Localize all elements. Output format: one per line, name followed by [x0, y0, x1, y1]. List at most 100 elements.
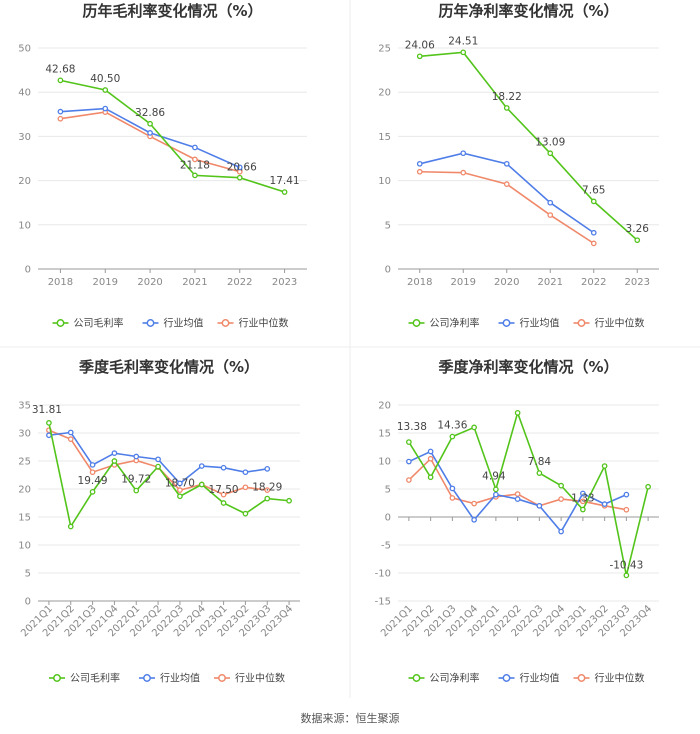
data-point-industry_median — [427, 455, 434, 462]
data-point-company — [547, 150, 554, 157]
series-line-company — [48, 422, 290, 529]
y-tick-label: 20 — [18, 176, 31, 187]
x-tick-label: 2018 — [48, 277, 73, 288]
y-tick-label: -10 — [375, 569, 391, 580]
data-point-industry_avg — [198, 463, 205, 469]
data-point-company — [281, 189, 288, 195]
legend-label: 公司净利率 — [430, 672, 480, 685]
data-point-industry_median — [192, 156, 198, 163]
data-point-company — [147, 120, 153, 127]
chart-title: 季度净利率变化情况（%） — [438, 358, 618, 376]
data-point-company — [264, 495, 271, 502]
data-label: 18.70 — [165, 477, 195, 489]
data-point-industry_avg — [264, 465, 271, 472]
data-point-industry_median — [406, 477, 412, 483]
x-tick-label: 2022 — [227, 277, 252, 288]
data-point-company — [67, 523, 74, 530]
data-point-company — [590, 198, 597, 205]
data-point-industry_median — [514, 491, 521, 497]
data-point-industry_avg — [580, 490, 586, 497]
data-point-company — [286, 497, 292, 504]
y-tick-label: 25 — [378, 44, 391, 55]
data-label: 17.50 — [209, 484, 239, 496]
data-label: 24.51 — [448, 35, 478, 47]
legend-marker-industry_avg — [502, 319, 511, 327]
data-label: 7.65 — [582, 184, 605, 196]
data-point-industry_avg — [242, 469, 249, 476]
y-tick-label: 0 — [25, 265, 31, 276]
data-point-industry_median — [177, 487, 183, 493]
data-label: 20.66 — [227, 162, 257, 174]
data-point-industry_median — [623, 506, 630, 513]
data-point-company — [634, 237, 641, 244]
data-point-company — [503, 105, 510, 111]
chart-4: 季度净利率变化情况（%）-15-10-5051015202021Q12021Q2… — [375, 358, 659, 685]
data-point-company — [192, 172, 198, 179]
legend-marker-industry_avg — [502, 674, 511, 682]
data-point-company — [493, 486, 499, 493]
data-point-company — [46, 420, 52, 426]
legend-marker-company — [56, 319, 65, 327]
y-tick-label: 0 — [385, 513, 391, 524]
y-tick-label: -15 — [375, 597, 391, 608]
data-point-company — [645, 483, 651, 490]
data-point-company — [102, 87, 109, 93]
chart-title: 季度毛利率变化情况（%） — [79, 358, 259, 376]
data-point-industry_median — [220, 491, 227, 498]
data-point-industry_avg — [67, 429, 74, 436]
data-label: 19.49 — [78, 475, 108, 487]
data-point-industry_avg — [503, 160, 510, 167]
legend-label: 行业中位数 — [235, 672, 285, 685]
x-tick-label: 2022 — [581, 277, 606, 288]
y-tick-label: 5 — [385, 485, 391, 496]
legend-label: 公司毛利率 — [70, 672, 120, 685]
data-point-company — [449, 433, 456, 440]
legend-marker-company — [53, 674, 61, 682]
data-point-company — [601, 463, 608, 469]
y-tick-label: 50 — [18, 44, 31, 55]
chart-1: 历年毛利率变化情况（%） 0 10 20 30 40 50 2018 2019 2020 2021 2… — [18, 2, 307, 330]
y-tick-label: 15 — [18, 513, 31, 524]
y-tick-label: 10 — [378, 457, 391, 468]
data-label: 31.81 — [32, 404, 62, 416]
data-point-industry_avg — [493, 491, 499, 498]
y-tick-label: 40 — [18, 88, 31, 99]
data-point-industry_avg — [111, 450, 118, 457]
legend-marker-industry_median — [577, 319, 586, 327]
legend-marker-company — [412, 319, 421, 327]
x-tick-label: 2021 — [182, 277, 207, 288]
chart-3: 季度毛利率变化情况（%）051015202530352021Q12021Q220… — [18, 358, 300, 685]
y-tick-label: 5 — [385, 220, 391, 231]
y-tick-label: -5 — [381, 541, 391, 552]
legend-marker-industry_median — [221, 319, 230, 327]
data-point-company — [416, 53, 423, 60]
data-point-industry_avg — [89, 462, 96, 468]
data-point-company — [623, 572, 630, 579]
x-tick-label: 2019 — [93, 277, 118, 288]
data-point-industry_avg — [236, 164, 243, 171]
legend-label: 行业均值 — [520, 317, 560, 330]
data-point-company — [558, 482, 564, 489]
data-label: 7.84 — [528, 456, 552, 468]
data-point-industry_avg — [147, 130, 153, 136]
data-point-company — [133, 487, 140, 494]
x-tick-label: 2021 — [538, 277, 563, 288]
data-point-company — [57, 77, 64, 84]
legend-marker-industry_median — [218, 674, 226, 682]
data-point-company — [155, 463, 161, 470]
y-tick-label: 20 — [378, 401, 391, 412]
data-point-industry_avg — [514, 496, 521, 502]
data-label: 4.94 — [482, 470, 506, 482]
data-point-industry_avg — [590, 229, 597, 236]
data-label: 42.68 — [45, 63, 75, 75]
data-point-company — [580, 506, 586, 513]
y-tick-label: 30 — [18, 132, 31, 143]
legend-label: 公司毛利率 — [74, 317, 124, 330]
legend-label: 行业中位数 — [595, 672, 645, 685]
data-point-industry_avg — [155, 456, 161, 463]
data-point-industry_median — [242, 484, 249, 491]
data-point-industry_avg — [57, 108, 64, 115]
legend-label: 行业均值 — [160, 672, 200, 685]
data-point-industry_avg — [133, 453, 140, 460]
